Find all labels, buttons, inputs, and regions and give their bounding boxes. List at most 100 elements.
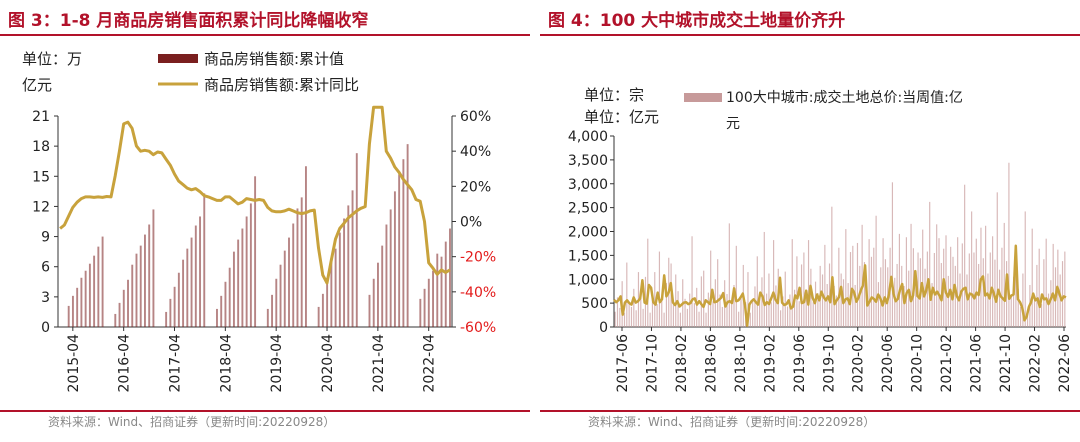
figure-3-bar: [423, 288, 426, 327]
figure-4-bar: [821, 274, 824, 327]
figure-3-source: 资料来源：Wind、招商证券（更新时间:20220928）: [48, 415, 336, 429]
figure-4-line-series: [613, 244, 1067, 327]
figure-4-bar: [950, 246, 952, 327]
figure-3-bar: [393, 191, 396, 327]
figure-4-bar: [754, 286, 756, 327]
figure-3-bar: [241, 228, 244, 327]
figure-4-bar: [738, 311, 740, 327]
figure-3-bar: [182, 259, 185, 327]
figure-3-left-tick-label: 0: [41, 320, 50, 336]
figure-4-bar: [901, 265, 903, 327]
figure-3-left-tick-label: 6: [41, 260, 50, 276]
figure-4-bar: [870, 256, 873, 327]
figure-4-left-tick-label: 2,500: [568, 201, 608, 217]
figure-4-bar: [807, 240, 810, 327]
figure-4-bar: [1036, 264, 1038, 327]
figure-3-x-tick-label: 2018-04: [218, 334, 234, 393]
figure-4-bar: [847, 283, 849, 327]
figure-4-left-tick-label: 1,500: [568, 248, 608, 264]
figure-4-left-tick-label: 1,000: [568, 272, 608, 288]
figure-3-left-tick-label: 18: [32, 139, 50, 155]
figure-3-bar: [190, 237, 193, 327]
figure-4-bar: [698, 311, 700, 327]
figure-3-bar: [317, 306, 320, 327]
figure-4-bar: [910, 223, 912, 327]
figure-3-bar: [152, 209, 155, 327]
figure-4-bar: [849, 252, 852, 327]
figure-4-bar: [766, 293, 768, 327]
figure-3-bar: [444, 241, 447, 327]
figure-3-bar: [135, 253, 138, 327]
figure-4-bar: [623, 312, 626, 327]
figure-4-bar: [626, 262, 628, 327]
figure-4-bar: [703, 270, 705, 327]
figure-4-bar: [884, 259, 887, 327]
figure-3-bar: [419, 298, 422, 327]
figure-3-bar: [300, 197, 303, 327]
figure-3-bar: [334, 248, 337, 327]
figure-4-bar: [810, 268, 812, 327]
figure-4-bar: [894, 277, 896, 327]
figure-4-x-tick-label: 2017-10: [644, 334, 660, 393]
figure-4-bar: [966, 274, 968, 327]
figure-3-bottom-rule: [0, 410, 530, 412]
figure-4-bar: [675, 274, 677, 327]
figure-4-bar: [985, 225, 987, 327]
figure-4-bar: [633, 288, 635, 327]
figure-4-bar: [973, 252, 975, 327]
figure-4-legend-bar-swatch: [684, 93, 722, 102]
figure-4-bar: [828, 263, 831, 327]
figure-3-bar: [355, 153, 358, 327]
figure-3-bar: [67, 305, 70, 327]
figure-4-left-tick-label: 4,000: [568, 129, 608, 145]
figure-4-bar: [735, 245, 737, 327]
figure-4-bar: [929, 201, 931, 327]
figure-4-legend-bar-label-line1: 100大中城市:成交土地总价:当周值:亿: [726, 89, 963, 106]
figure-4-bar: [658, 251, 661, 327]
figure-3-bar: [232, 251, 235, 327]
figure-4-bar: [1031, 228, 1033, 327]
figure-4-bar: [791, 239, 793, 327]
figure-4-bar: [635, 310, 637, 327]
figure-4-bar: [803, 252, 805, 327]
figure-4-x-tick-label: 2018-10: [733, 334, 749, 393]
figure-4-bar: [999, 269, 1001, 327]
figure-3-bar: [377, 262, 379, 327]
figure-4-bar: [1033, 297, 1036, 327]
figure-3-unit-line1: 单位：万: [22, 50, 82, 68]
figure-4-bar: [945, 235, 947, 327]
figure-4-bar: [896, 263, 898, 327]
figure-3-legend-bar-swatch: [158, 54, 198, 63]
figure-4-x-tick-label: 2020-10: [910, 334, 926, 393]
figure-3-bar: [292, 223, 295, 327]
figure-3-bar: [343, 218, 346, 327]
figure-4-legend-bar-label-line2: 元: [726, 116, 740, 132]
figure-4-bar: [672, 302, 674, 327]
figure-3-bar: [101, 236, 104, 327]
figure-3-bar: [432, 270, 434, 327]
figure-3-bar: [127, 279, 129, 327]
figure-4-bar: [700, 276, 702, 327]
figure-3-bar: [271, 294, 274, 327]
figure-3-right-tick-label: 0%: [460, 215, 482, 231]
figure-3-bar: [254, 176, 257, 327]
figure-4-bar: [964, 184, 966, 327]
figure-4-bar: [903, 285, 905, 327]
figure-4-bar: [768, 273, 770, 327]
figure-4-bar: [770, 302, 772, 327]
figure-4-bar: [1059, 274, 1061, 327]
figure-4-chart: 单位：宗 单位：亿元 100大中城市:成交土地总价:当周值:亿 元 0 500 1,…: [568, 86, 1073, 393]
figure-4-bar: [642, 308, 644, 327]
figure-3-x-tick-label: 2022-04: [422, 334, 438, 393]
figure-4-bar: [705, 312, 707, 327]
figure-4-x-tick-label: 2022-02: [1028, 334, 1044, 393]
figure-4-bar: [707, 292, 709, 327]
figure-3-right-tick-label: -40%: [460, 285, 496, 301]
figure-3-bar: [381, 245, 384, 327]
figure-3-x-tick-label: 2015-04: [66, 334, 82, 393]
figure-4-x-tick-label: 2019-06: [792, 334, 808, 393]
figure-3-plot: 0 3 6 9 12 15 18 21 -60% -40% -20% 0% 20% 40% 60% 2015-…: [32, 105, 496, 393]
figure-3-bar: [114, 313, 117, 327]
figure-3-bar: [440, 256, 443, 327]
figure-3-bar: [351, 190, 354, 327]
